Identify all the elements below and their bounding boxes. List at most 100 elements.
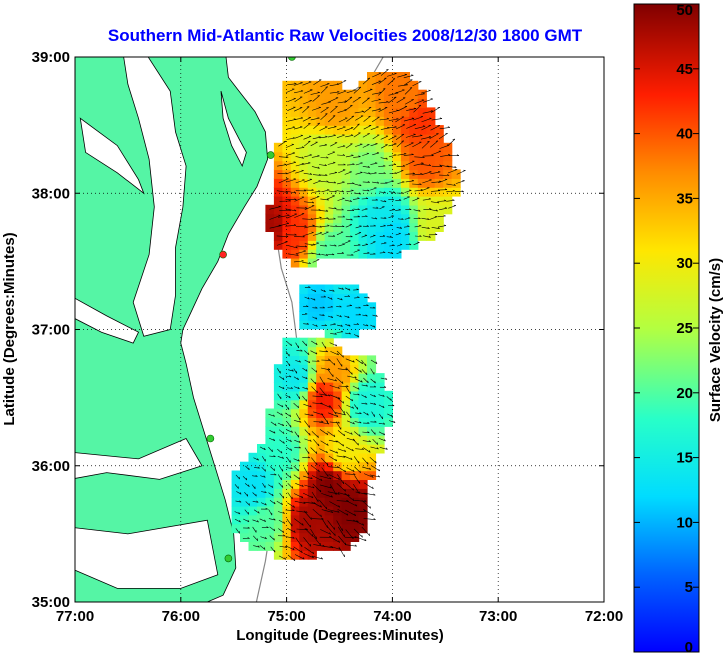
velocity-cell	[316, 187, 326, 197]
velocity-cell	[333, 187, 343, 197]
velocity-arrow-head	[301, 146, 305, 148]
velocity-arrow	[355, 412, 362, 414]
velocity-arrow-head	[367, 165, 370, 168]
velocity-cell	[273, 151, 283, 162]
velocity-arrow	[278, 429, 285, 434]
velocity-arrow	[329, 405, 337, 415]
velocity-arrow-head	[300, 117, 303, 119]
velocity-arrow	[277, 164, 287, 167]
velocity-cell	[392, 231, 402, 241]
velocity-cell	[367, 80, 377, 91]
velocity-cell	[265, 479, 275, 489]
velocity-arrow	[259, 446, 266, 451]
velocity-arrow-head	[311, 201, 315, 204]
velocity-arrow	[319, 136, 328, 139]
velocity-cell	[248, 514, 258, 525]
velocity-arrow-head	[367, 413, 369, 416]
radar-site	[288, 57, 296, 61]
velocity-arrow-head	[343, 163, 346, 166]
velocity-arrow-head	[239, 500, 242, 503]
x-axis-label: Longitude (Degrees:Minutes)	[236, 627, 444, 644]
velocity-arrow	[311, 191, 321, 193]
velocity-cell	[307, 373, 317, 383]
velocity-arrow	[421, 118, 432, 123]
velocity-arrow-head	[409, 87, 413, 89]
velocity-cell	[290, 452, 300, 463]
velocity-cell	[307, 125, 317, 135]
velocity-arrow	[338, 546, 345, 558]
velocity-arrow	[328, 474, 340, 480]
velocity-cell	[265, 541, 275, 551]
velocity-cell	[307, 337, 317, 348]
velocity-arrow-head	[305, 376, 308, 379]
velocity-arrow	[310, 242, 319, 247]
velocity-cell	[375, 169, 385, 179]
velocity-arrow-head	[327, 463, 329, 466]
velocity-arrow-head	[293, 161, 296, 163]
velocity-arrow-head	[359, 434, 361, 437]
velocity-arrow-head	[367, 180, 370, 183]
velocity-arrow	[380, 200, 387, 203]
velocity-arrow-head	[369, 467, 372, 470]
velocity-arrow	[440, 154, 451, 157]
velocity-arrow	[363, 411, 369, 416]
velocity-arrow	[311, 386, 318, 394]
velocity-cell	[282, 470, 292, 480]
velocity-arrow	[353, 334, 359, 338]
velocity-arrow	[429, 133, 439, 139]
velocity-cell	[299, 213, 309, 224]
velocity-cell	[409, 142, 419, 153]
velocity-arrow	[312, 316, 318, 320]
velocity-arrow-head	[318, 469, 320, 472]
velocity-arrow-head	[264, 469, 266, 472]
velocity-arrow	[439, 207, 448, 211]
velocity-arrow-head	[420, 172, 423, 175]
velocity-arrow-head	[292, 536, 295, 539]
velocity-arrow-head	[238, 512, 241, 515]
velocity-arrow	[353, 456, 360, 464]
velocity-arrow-head	[273, 468, 275, 471]
velocity-arrow	[302, 492, 314, 499]
velocity-arrow	[268, 484, 274, 488]
velocity-arrow	[319, 144, 327, 147]
velocity-cell	[299, 470, 309, 480]
velocity-arrow-head	[326, 217, 329, 219]
velocity-arrow	[387, 413, 393, 417]
velocity-arrow-head	[342, 243, 345, 245]
velocity-arrow-head	[273, 528, 276, 532]
velocity-arrow-head	[247, 512, 249, 515]
velocity-cell	[341, 151, 351, 162]
velocity-cell	[248, 452, 258, 463]
velocity-arrow-head	[347, 315, 350, 318]
velocity-arrow	[286, 341, 292, 347]
velocity-arrow	[303, 475, 313, 480]
velocity-arrow-head	[385, 447, 388, 450]
velocity-arrow	[338, 243, 345, 247]
velocity-arrow	[335, 396, 344, 404]
velocity-arrow	[234, 484, 239, 489]
velocity-arrow-head	[306, 305, 309, 307]
velocity-arrow	[381, 242, 387, 245]
velocity-cell	[426, 178, 436, 188]
velocity-arrow	[422, 110, 434, 114]
velocity-arrow-head	[301, 163, 305, 165]
velocity-arrow-head	[367, 189, 370, 192]
velocity-arrow-head	[292, 486, 294, 489]
velocity-cell	[443, 142, 453, 153]
plot-area	[75, 57, 604, 602]
velocity-cell	[333, 169, 343, 179]
velocity-cell	[350, 514, 360, 525]
velocity-cell	[324, 98, 334, 109]
velocity-arrow-head	[352, 406, 355, 409]
velocity-cell	[290, 541, 300, 551]
velocity-arrow	[344, 492, 354, 501]
velocity-arrow	[304, 429, 311, 436]
velocity-arrow-head	[357, 393, 360, 396]
velocity-cell	[341, 435, 351, 445]
velocity-arrow	[321, 231, 329, 236]
velocity-arrow-head	[238, 476, 240, 480]
velocity-cell	[240, 470, 250, 480]
velocity-cell	[333, 116, 343, 126]
velocity-arrow	[285, 536, 295, 539]
velocity-arrow	[320, 113, 328, 121]
